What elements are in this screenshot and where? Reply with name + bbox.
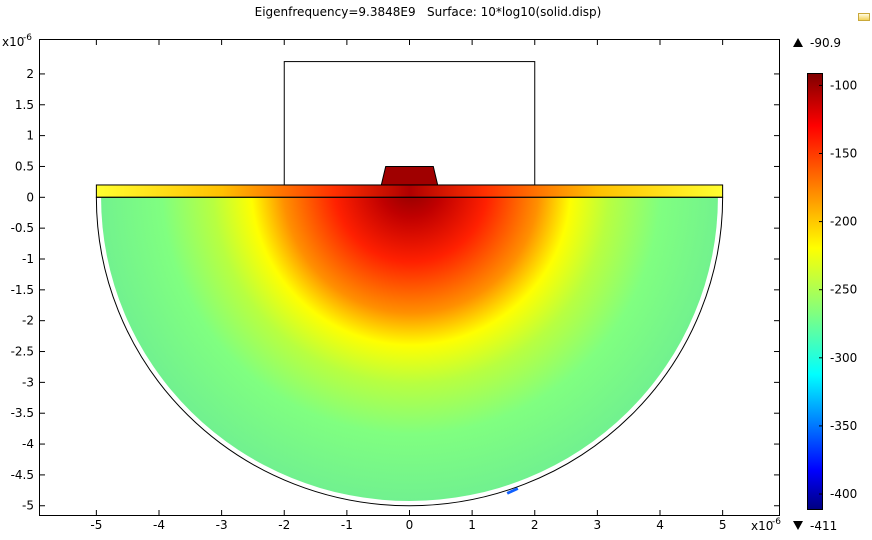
y-tick-label: -4 <box>22 437 34 451</box>
colorbar-tick-label: -200 <box>830 215 857 229</box>
x-tick-label: 4 <box>656 518 664 532</box>
y-tick-label: -4.5 <box>11 468 34 482</box>
x-tick-label: 2 <box>531 518 539 532</box>
y-tick-label: -0.5 <box>11 221 34 235</box>
y-tick-label: -2.5 <box>11 345 34 359</box>
max-triangle-icon <box>793 38 803 47</box>
x-tick-label: -1 <box>341 518 353 532</box>
x-tick-label: -2 <box>278 518 290 532</box>
substrate-outline <box>95 197 724 506</box>
colorbar-tick-label: -250 <box>830 283 857 297</box>
axes: 2 1.5 1 0.5 0 -0.5 -1 -1.5 -2 -2.5 -3 -3.5 -4 -4.5 -5 -… <box>2 33 781 533</box>
y-tick-label: 2 <box>26 67 34 81</box>
x-multiplier-label: x10 <box>751 519 773 533</box>
colorbar-tick-label: -150 <box>830 146 857 160</box>
y-tick-label: 0.5 <box>15 159 34 173</box>
colorbar-min-label: -411 <box>810 519 837 533</box>
chart-title: Eigenfrequency=9.3848E9 Surface: 10*log1… <box>254 5 602 19</box>
y-tick-label: -3 <box>22 375 34 389</box>
field-surface <box>96 165 723 502</box>
x-tick-label: 3 <box>594 518 602 532</box>
y-tick-label: 0 <box>26 190 34 204</box>
colorbar-tick-label: -400 <box>830 487 857 501</box>
x-tick-label: -3 <box>216 518 228 532</box>
geometry-outlines <box>95 61 724 506</box>
toolbar-corner-icon[interactable] <box>858 13 870 21</box>
y-tick-label: -3.5 <box>11 406 34 420</box>
electrode-field <box>380 165 439 186</box>
y-tick-label: -2 <box>22 314 34 328</box>
colorbar-max-label: -90.9 <box>810 36 841 50</box>
colorbar-tick-label: -350 <box>830 419 857 433</box>
minimum-spot <box>506 487 519 495</box>
x-multiplier-exponent: -6 <box>772 517 781 527</box>
y-tick-label: -1 <box>22 252 34 266</box>
colorbar: -100 -150 -200 -250 -300 -350 -400 -90.9 -411 <box>793 36 857 533</box>
x-tick-label: 5 <box>719 518 727 532</box>
x-tick-label: -4 <box>153 518 165 532</box>
colorbar-bar <box>807 73 823 510</box>
y-multiplier-exponent: -6 <box>23 33 32 43</box>
x-tick-label: 0 <box>406 518 414 532</box>
y-tick-label: 1.5 <box>15 98 34 112</box>
layer-field <box>96 184 723 198</box>
y-tick-label: -1.5 <box>11 283 34 297</box>
colorbar-tick-label: -100 <box>830 78 857 92</box>
y-multiplier-label: x10 <box>2 35 24 49</box>
x-tick-label: -5 <box>90 518 102 532</box>
y-tick-label: -5 <box>22 499 34 513</box>
y-tick-label: 1 <box>26 129 34 143</box>
x-tick-label: 1 <box>468 518 476 532</box>
substrate-field <box>101 197 718 502</box>
min-triangle-icon <box>793 521 803 530</box>
colorbar-tick-label: -300 <box>830 351 857 365</box>
domain-box-outline <box>283 61 536 186</box>
